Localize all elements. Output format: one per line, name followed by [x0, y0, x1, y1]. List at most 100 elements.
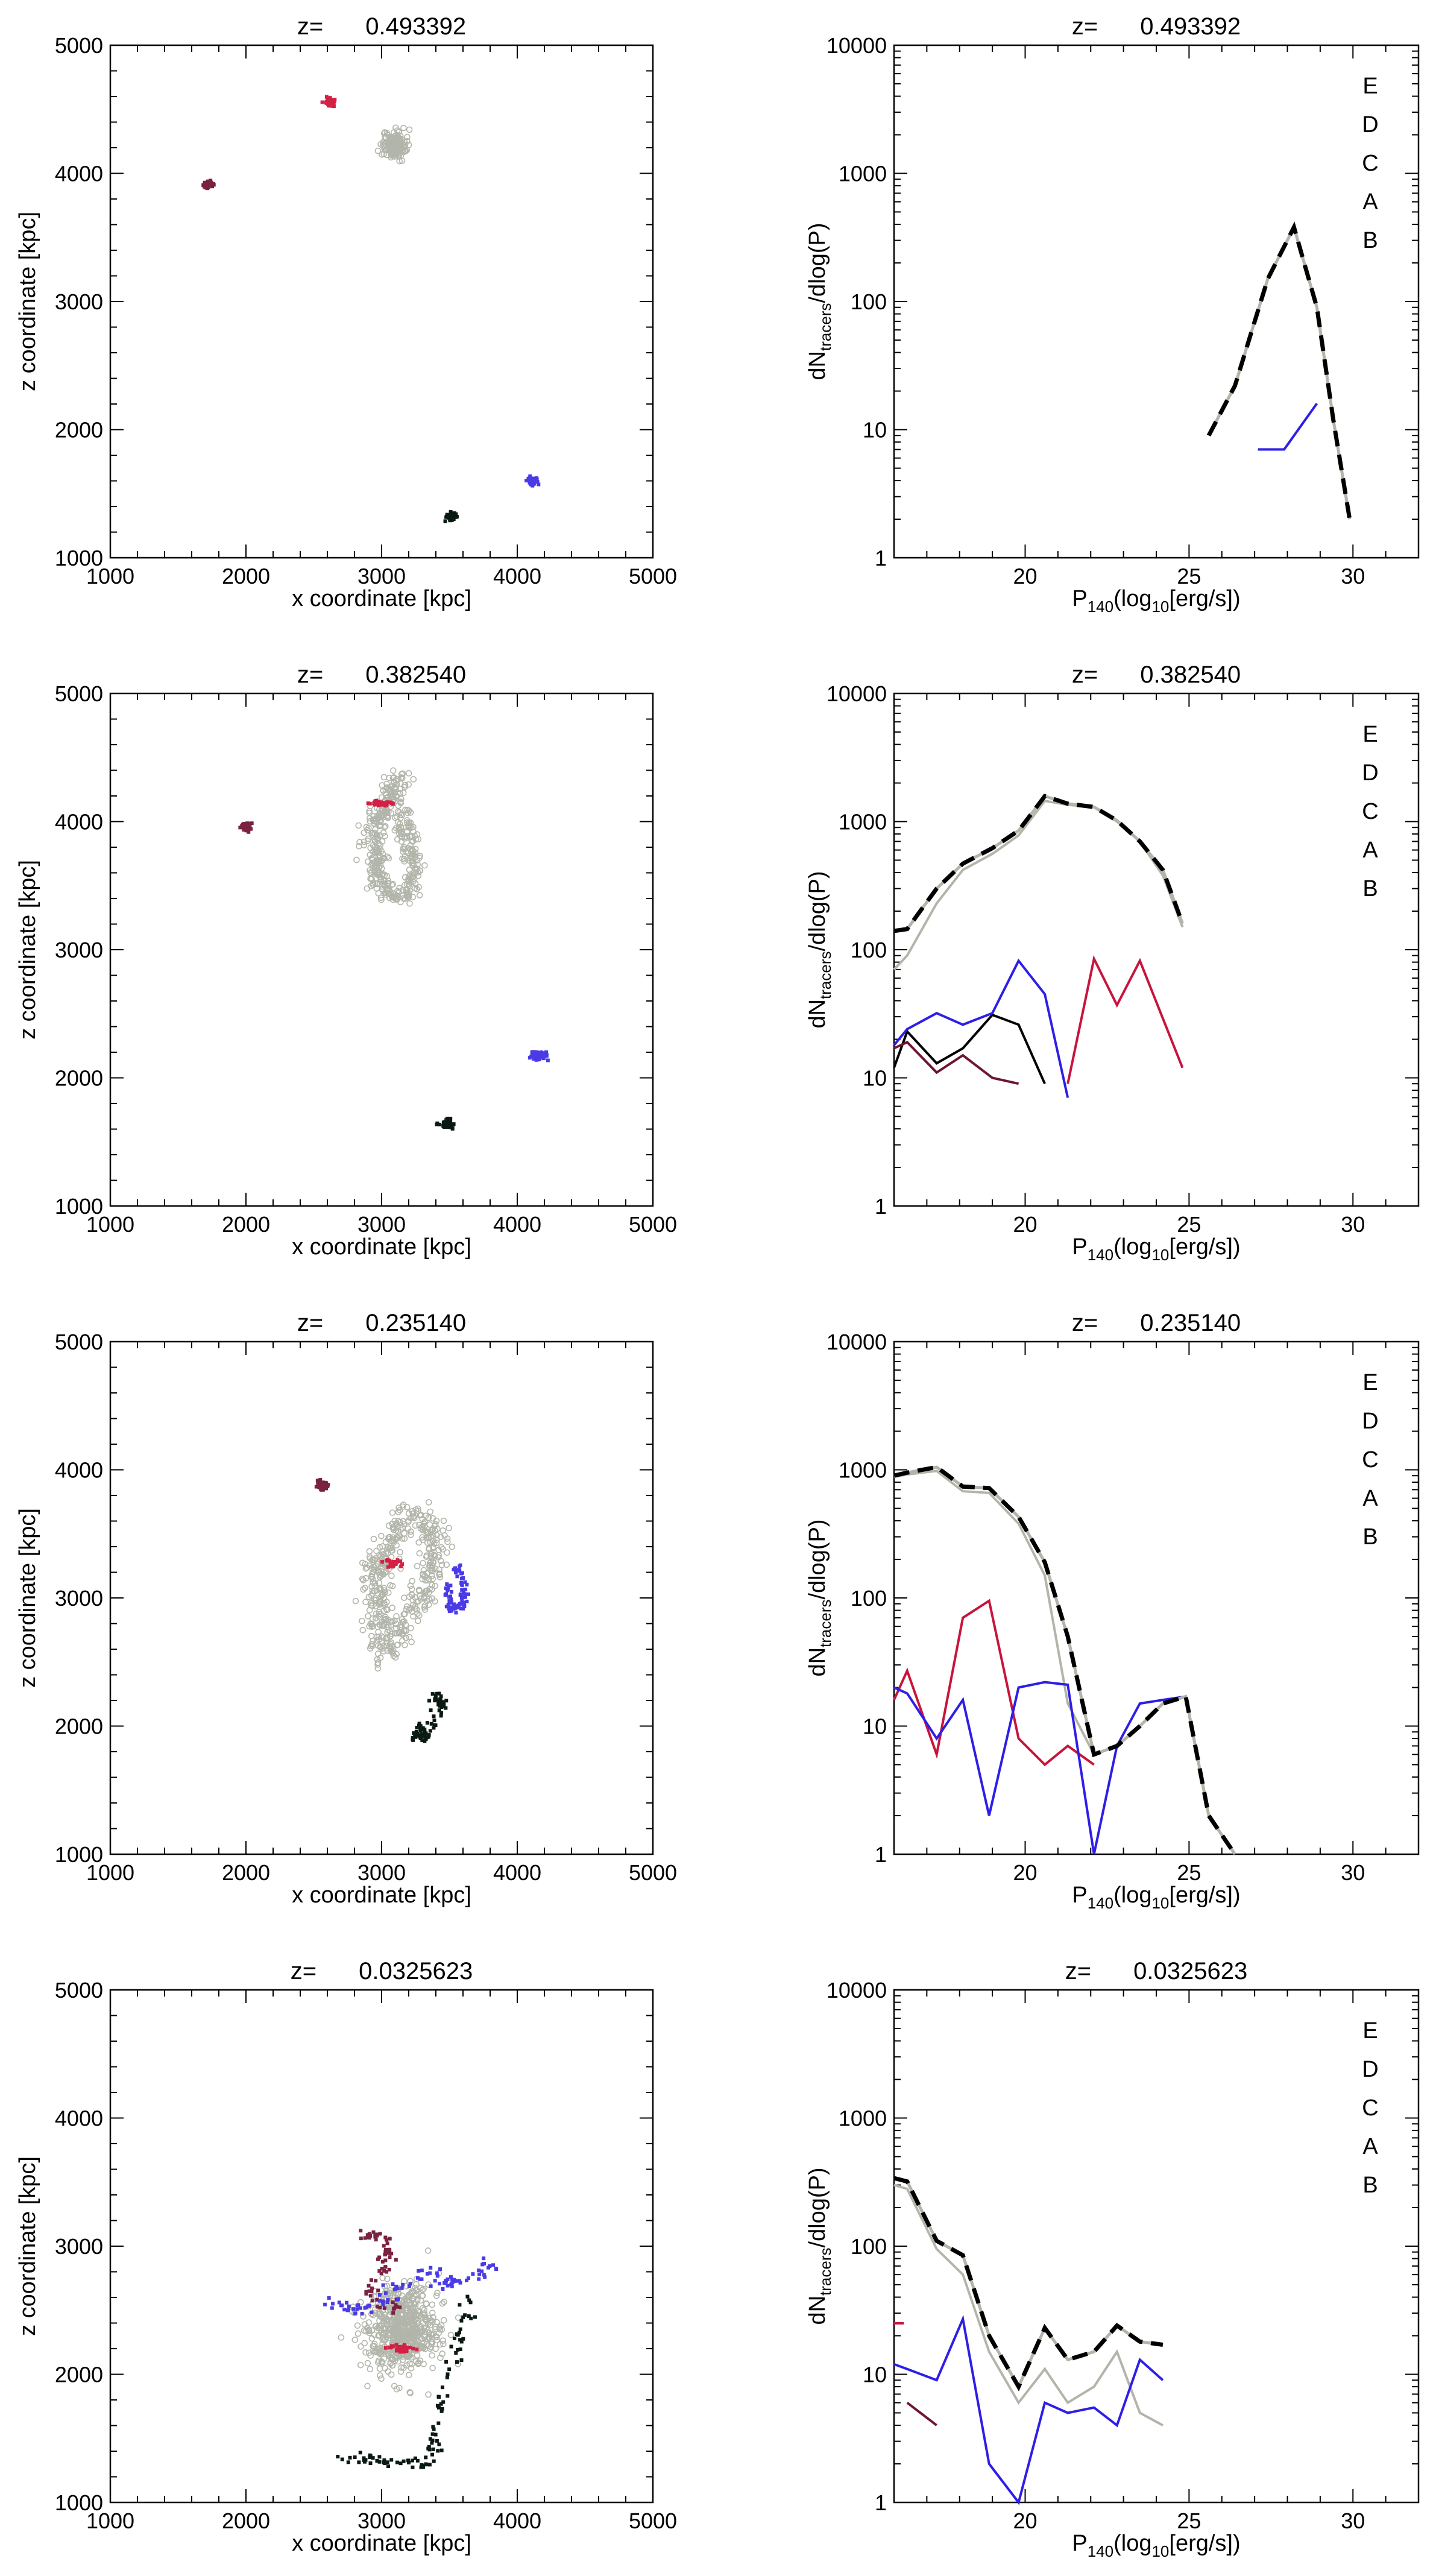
tracer-point-A: [369, 1602, 376, 1609]
tracer-point-B: [389, 1562, 393, 1566]
tracer-point-A: [439, 1527, 446, 1534]
tracer-point-A: [383, 1643, 390, 1649]
tracer-point-E: [427, 2445, 431, 2449]
tracer-point-E: [458, 2303, 462, 2307]
tracer-point-E: [421, 1738, 426, 1742]
tracer-point-A: [412, 2337, 419, 2343]
tracer-point-E: [432, 1714, 436, 1719]
y-tick-label: 5000: [55, 1978, 103, 2003]
tracer-point-A: [371, 830, 378, 836]
tracer-point-D: [444, 1586, 448, 1590]
tracer-point-D: [534, 1053, 538, 1058]
tracer-point-E: [435, 2404, 439, 2408]
tracer-point-D: [367, 2303, 371, 2308]
tracer-point-A: [410, 776, 417, 783]
tracer-point-D: [455, 1574, 459, 1579]
tracer-point-C: [389, 2252, 394, 2256]
tracer-point-D: [529, 482, 533, 487]
y-tick-label: 1000: [839, 1458, 887, 1483]
tracer-point-E: [440, 2407, 444, 2411]
tracer-point-D: [447, 1595, 451, 1599]
tracer-point-A: [402, 848, 409, 856]
tracer-point-E: [424, 1731, 428, 1735]
tracer-point-A: [403, 1627, 409, 1635]
tracer-point-E: [467, 2298, 471, 2302]
tracer-point-A: [407, 2290, 414, 2297]
tracer-point-E: [426, 2463, 430, 2467]
tracer-point-A: [427, 1559, 434, 1565]
tracer-point-A: [380, 1634, 386, 1641]
tracer-point-A: [420, 1560, 426, 1567]
tracer-point-A: [380, 130, 388, 137]
tracer-point-E: [447, 2367, 452, 2372]
tracer-point-A: [398, 838, 405, 845]
tracer-point-A: [403, 829, 411, 835]
tracer-point-D: [458, 1568, 462, 1573]
series-A-line: [893, 800, 1184, 971]
tracer-point-B: [398, 2350, 403, 2354]
tracer-point-A: [387, 2350, 394, 2357]
tracer-point-A: [415, 2359, 422, 2366]
tracer-point-D: [464, 1587, 468, 1591]
tracer-point-A: [429, 2301, 436, 2308]
tracer-point-A: [401, 833, 408, 841]
tracer-point-E: [429, 1708, 433, 1713]
tracer-point-D: [358, 2306, 362, 2310]
tracer-point-B: [374, 798, 379, 803]
tracer-point-E: [353, 2455, 357, 2460]
y-tick-label: 100: [851, 938, 887, 962]
tracer-point-A: [407, 809, 414, 816]
tracer-point-E: [427, 2448, 432, 2452]
tracer-point-E: [437, 1708, 441, 1713]
tracer-point-A: [357, 2343, 364, 2350]
y-tick-label: 1000: [839, 2106, 887, 2131]
tracer-point-E: [415, 1726, 419, 1730]
tracer-point-A: [375, 1634, 382, 1641]
tracer-point-C: [375, 2305, 379, 2309]
legend-entry-D: D: [1362, 760, 1378, 786]
tracer-point-A: [413, 1599, 420, 1605]
tracer-point-A: [365, 835, 372, 842]
tracer-point-D: [460, 1599, 464, 1603]
tracer-point-E: [446, 1122, 450, 1126]
tracer-point-D: [477, 2277, 481, 2281]
tracer-point-A: [438, 1544, 445, 1551]
tracer-point-C: [377, 2255, 382, 2259]
tracer-point-A: [418, 2328, 425, 2335]
tracer-point-D: [457, 2279, 461, 2283]
tracer-point-D: [417, 2268, 421, 2273]
x-tick-label: 20: [1013, 1212, 1037, 1237]
tracer-point-D: [339, 2303, 343, 2308]
tracer-point-A: [414, 861, 421, 868]
panel-title: z= 0.493392: [1072, 13, 1241, 40]
tracer-point-C: [206, 185, 210, 189]
tracer-point-A: [383, 2316, 390, 2323]
tracer-point-A: [419, 2292, 426, 2299]
tracer-point-A: [338, 2334, 345, 2341]
tracer-point-E: [459, 2319, 464, 2323]
tracer-point-D: [531, 1050, 535, 1054]
tracer-point-D: [420, 2268, 424, 2273]
tracer-point-A: [425, 1499, 432, 1506]
tracer-point-A: [391, 2357, 398, 2364]
tracer-point-A: [366, 1606, 373, 1614]
tracer-point-A: [366, 1548, 373, 1555]
x-tick-label: 30: [1341, 564, 1365, 589]
series-E-total-line: [893, 2176, 1164, 2391]
y-axis-label: z coordinate [kpc]: [15, 2156, 40, 2336]
tracer-point-A: [426, 1546, 432, 1553]
tracer-point-B: [387, 1558, 391, 1562]
tracer-point-A: [391, 2315, 397, 2322]
tracer-point-E: [420, 1734, 424, 1738]
tracer-point-E: [415, 1734, 420, 1738]
tracer-point-A: [382, 134, 389, 140]
tracer-point-E: [395, 2460, 399, 2464]
tracer-point-A: [367, 2366, 374, 2373]
legend-entry-B: B: [1362, 876, 1378, 901]
y-tick-label: 1000: [55, 1194, 103, 1219]
panel-title: z= 0.382540: [297, 661, 466, 688]
tracer-point-D: [438, 2267, 442, 2271]
tracer-point-D: [463, 1580, 467, 1584]
x-label-subscript: 140: [1088, 1246, 1113, 1264]
tracer-point-D: [460, 1571, 464, 1575]
